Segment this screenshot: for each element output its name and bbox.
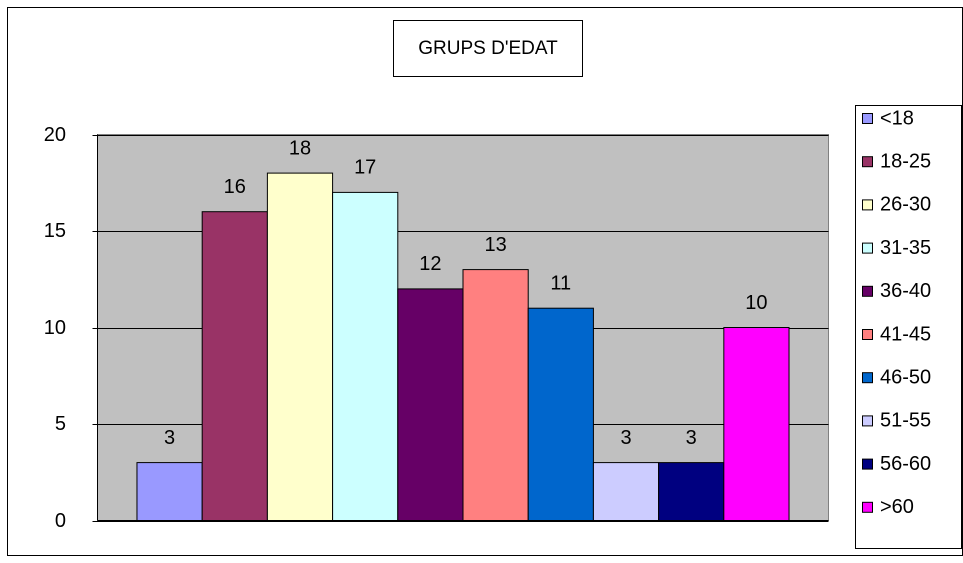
bar	[397, 288, 464, 521]
chart-title: GRUPS D'EDAT	[418, 38, 558, 59]
y-tick-label: 0	[55, 510, 66, 532]
legend-swatch	[862, 113, 873, 124]
legend-label: <18	[880, 107, 914, 129]
y-tick-label: 15	[44, 220, 66, 242]
data-label: 10	[745, 292, 767, 314]
legend-label: 56-60	[880, 453, 931, 475]
data-label: 12	[419, 253, 441, 275]
data-label: 3	[686, 427, 697, 449]
bar	[592, 462, 660, 522]
legend-label: >60	[880, 496, 914, 518]
data-label: 17	[354, 157, 376, 179]
legend-swatch	[862, 415, 873, 427]
data-label: 13	[484, 234, 506, 256]
legend-label: 36-40	[880, 280, 931, 302]
data-label: 11	[550, 272, 571, 294]
legend-swatch	[862, 156, 873, 168]
legend-swatch	[862, 199, 873, 211]
y-tick-label: 5	[55, 413, 66, 435]
legend-swatch	[862, 501, 873, 513]
y-tick-label: 20	[44, 124, 66, 146]
data-label: 16	[224, 176, 246, 198]
legend-label: 41-45	[880, 323, 931, 345]
legend-swatch	[862, 242, 873, 254]
bar	[527, 307, 594, 522]
bar	[266, 172, 334, 521]
legend-label: 18-25	[880, 150, 931, 172]
title-box	[393, 20, 583, 77]
legend-swatch	[862, 329, 873, 340]
y-tick-label: 10	[44, 317, 66, 339]
legend-box	[855, 105, 962, 549]
bar	[462, 269, 529, 521]
data-label: 3	[164, 427, 175, 449]
bar	[136, 462, 203, 522]
legend-swatch	[862, 458, 873, 470]
legend-swatch	[862, 285, 873, 297]
legend-swatch	[862, 372, 873, 384]
legend-label: 31-35	[880, 237, 931, 259]
data-label: 3	[620, 427, 631, 449]
legend-label: 51-55	[880, 410, 931, 432]
bar	[723, 327, 790, 521]
bar	[658, 462, 725, 522]
bar	[201, 211, 268, 521]
legend-label: 26-30	[880, 194, 931, 216]
data-label: 18	[289, 137, 311, 159]
legend-label: 46-50	[880, 366, 931, 388]
bar	[332, 191, 399, 521]
